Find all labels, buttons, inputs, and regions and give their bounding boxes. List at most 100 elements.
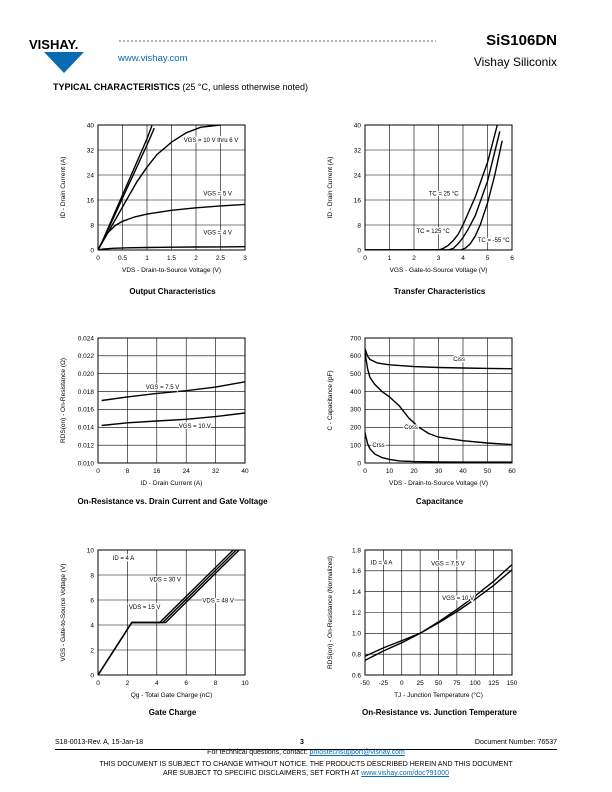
header-dotted-rule xyxy=(118,40,436,42)
y-tick-label: 8 xyxy=(90,572,94,579)
x-tick-label: 3 xyxy=(243,255,247,262)
series-line xyxy=(365,125,498,250)
vishay-logo: VISHAY. xyxy=(29,37,84,73)
y-tick-label: 24 xyxy=(354,172,362,179)
x-tick-label: 0.5 xyxy=(118,255,127,262)
y-axis-label: ID - Drain Current (A) xyxy=(327,157,334,219)
logo-triangle xyxy=(44,52,84,73)
x-tick-label: -25 xyxy=(379,680,389,687)
section-heading: TYPICAL CHARACTERISTICS xyxy=(53,82,180,92)
x-tick-label: 10 xyxy=(241,680,249,687)
annotation-label: VGS = 10 V thru 6 V xyxy=(184,138,239,144)
series-line xyxy=(98,125,153,250)
y-tick-label: 32 xyxy=(87,147,95,154)
disclaimer-link[interactable]: www.vishay.com/doc?91000 xyxy=(361,770,450,777)
x-tick-label: 50 xyxy=(484,468,492,475)
x-tick-label: 24 xyxy=(183,468,191,475)
caption-on-resistance-current: On-Resistance vs. Drain Current and Gate… xyxy=(77,497,268,506)
section-title: TYPICAL CHARACTERISTICS (25 °C, unless o… xyxy=(53,82,308,92)
x-tick-label: 0 xyxy=(363,255,367,262)
output-characteristics-chart: 0 0.5 1 1.5 2 2.5 3 0 8 16 24 32 40 VDS - Drain-to-So… xyxy=(60,122,247,274)
page-number: 3 xyxy=(300,739,304,746)
annotation-label: TC = 25 °C xyxy=(429,191,460,197)
on-resistance-vs-current-chart: 0 8 16 24 32 40 0.010 0.012 0.014 0.016 0.018 0.020… xyxy=(60,335,249,487)
x-tick-label: 100 xyxy=(470,680,481,687)
y-tick-label: 32 xyxy=(354,147,362,154)
y-tick-label: 0.018 xyxy=(78,389,95,396)
annotation-label: ID = 4 A xyxy=(371,561,393,567)
y-tick-label: 1.4 xyxy=(352,589,361,596)
y-tick-label: 0 xyxy=(90,672,94,679)
x-tick-label: 60 xyxy=(508,468,516,475)
website-link[interactable]: www.vishay.com xyxy=(118,53,188,64)
annotation-label: VGS = 7.5 V xyxy=(431,562,465,568)
y-tick-label: 8 xyxy=(90,222,94,229)
y-tick-label: 400 xyxy=(350,389,361,396)
annotation-label: VGS = 10 V xyxy=(179,424,211,430)
y-axis-label: VGS - Gate-to-Source Voltage (V) xyxy=(60,564,67,662)
x-tick-label: 0 xyxy=(363,468,367,475)
annotation-label: VDS = 15 V xyxy=(129,605,161,611)
y-tick-label: 0.016 xyxy=(78,407,95,414)
y-tick-label: 0.010 xyxy=(78,460,95,467)
x-tick-label: 6 xyxy=(510,255,514,262)
x-tick-label: 0 xyxy=(96,255,100,262)
y-tick-label: 500 xyxy=(350,371,361,378)
plot-frame xyxy=(364,337,513,464)
x-tick-label: 32 xyxy=(212,468,220,475)
caption-transfer: Transfer Characteristics xyxy=(393,287,486,296)
y-tick-label: 300 xyxy=(350,407,361,414)
y-tick-label: 0 xyxy=(357,460,361,467)
series-line xyxy=(98,125,221,250)
y-tick-label: 4 xyxy=(90,622,94,629)
annotation-label: VGS = 10 V xyxy=(442,596,474,602)
annotation-label: TC = 125 °C xyxy=(416,229,450,235)
y-tick-label: 8 xyxy=(357,222,361,229)
x-tick-label: 8 xyxy=(126,468,130,475)
series-line xyxy=(98,246,245,250)
logo-wordmark: VISHAY. xyxy=(29,37,78,52)
annotation-label: TC = -55 °C xyxy=(478,238,511,244)
x-axis-label: VDS - Drain-to-Source Voltage (V) xyxy=(389,480,488,487)
y-tick-label: 2 xyxy=(90,647,94,654)
x-tick-label: 4 xyxy=(155,680,159,687)
y-tick-label: 6 xyxy=(90,597,94,604)
x-axis-label: ID - Drain Current (A) xyxy=(141,480,203,487)
series-line xyxy=(365,348,512,370)
plot-frame xyxy=(97,549,246,676)
series-line xyxy=(101,412,245,427)
caption-gate-charge: Gate Charge xyxy=(148,708,197,717)
caption-capacitance: Capacitance xyxy=(415,497,464,506)
footer-divider xyxy=(55,749,557,750)
series-line xyxy=(98,127,155,250)
x-tick-label: 1.5 xyxy=(167,255,176,262)
x-tick-label: 4 xyxy=(461,255,465,262)
x-tick-label: 50 xyxy=(435,680,443,687)
annotation-label: Crss xyxy=(372,443,384,449)
x-tick-label: 1 xyxy=(145,255,149,262)
y-tick-label: 16 xyxy=(354,197,362,204)
series-line xyxy=(365,564,512,662)
x-tick-label: 0 xyxy=(96,468,100,475)
x-tick-label: 40 xyxy=(241,468,249,475)
x-axis-label: VGS - Gate-to-Source Voltage (V) xyxy=(390,267,488,274)
y-tick-label: 1.6 xyxy=(352,568,361,575)
x-axis-label: TJ - Junction Temperature (°C) xyxy=(394,691,483,699)
gate-charge-chart: 0 2 4 6 8 10 0 2 4 6 8 10 Qg - Total Gate Charge (nC… xyxy=(60,547,249,699)
document-revision: S18-0013-Rev. A, 15-Jan-18 xyxy=(55,739,144,746)
disclaimer-line-2: ARE SUBJECT TO SPECIFIC DISCLAIMERS, SET… xyxy=(0,770,612,777)
x-tick-label: 3 xyxy=(437,255,441,262)
x-tick-label: 6 xyxy=(184,680,188,687)
x-tick-label: 30 xyxy=(435,468,443,475)
x-tick-label: 0 xyxy=(96,680,100,687)
contact-email-link[interactable]: pmostechsupport@vishay.com xyxy=(309,749,405,756)
y-tick-label: 24 xyxy=(87,172,95,179)
x-tick-label: 25 xyxy=(417,680,425,687)
part-number: SiS106DN xyxy=(486,32,557,49)
annotation-label: VGS = 7.5 V xyxy=(146,385,180,391)
y-axis-label: RDS(on) - On-Resistance (Ω) xyxy=(60,358,67,443)
y-tick-label: 0.022 xyxy=(78,353,95,360)
y-tick-label: 40 xyxy=(87,122,95,129)
y-tick-label: 1.2 xyxy=(352,610,361,617)
x-tick-label: 125 xyxy=(488,680,499,687)
